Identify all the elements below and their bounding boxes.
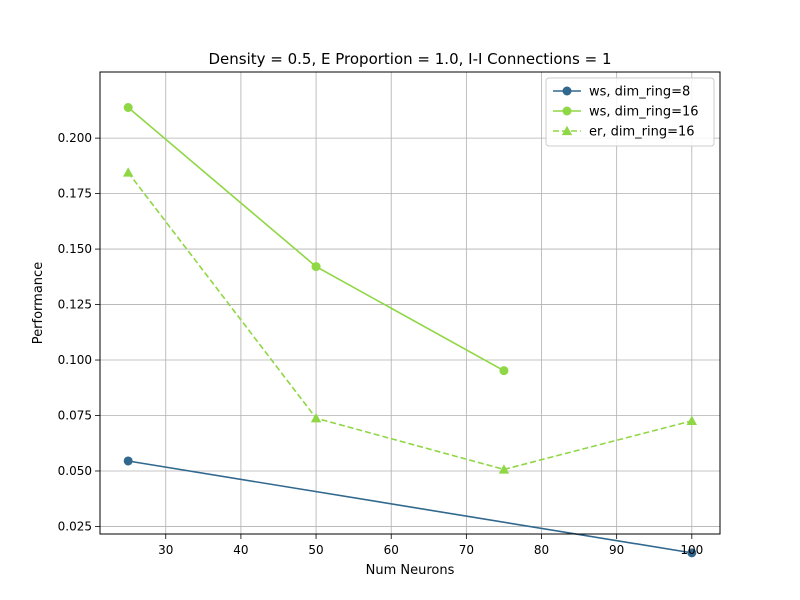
- grid-layer: [100, 72, 720, 534]
- y-tick-label: 0.075: [58, 409, 92, 423]
- y-tick-label: 0.150: [58, 242, 92, 256]
- data-point: [498, 464, 510, 474]
- chart-title: Density = 0.5, E Proportion = 1.0, I-I C…: [208, 50, 611, 68]
- y-tick-label: 0.100: [58, 353, 92, 367]
- series-2: [123, 103, 509, 376]
- y-tick-label: 0.175: [58, 187, 92, 201]
- legend: ws, dim_ring=8 ws, dim_ring=16 er, dim_rin…: [545, 77, 715, 147]
- legend-label: ws, dim_ring=16: [589, 105, 699, 120]
- legend-box: [545, 77, 715, 147]
- y-tick-label: 0.125: [58, 298, 92, 312]
- x-axis-label: Num Neurons: [366, 563, 455, 578]
- x-tick-label: 50: [308, 543, 323, 557]
- data-point: [122, 167, 134, 177]
- series-line: [127, 172, 693, 471]
- legend-swatch-marker: [562, 86, 572, 96]
- y-axis-label: Performance: [31, 262, 46, 344]
- x-tick-label: 100: [680, 543, 703, 557]
- x-tick-label: 90: [609, 543, 624, 557]
- data-point: [499, 366, 509, 376]
- y-tick-label: 0.025: [58, 519, 92, 533]
- series-3: [122, 167, 698, 474]
- x-tick-label: 80: [534, 543, 549, 557]
- legend-label: er, dim_ring=16: [589, 125, 695, 140]
- plot-frame: [99, 71, 721, 535]
- data-point: [311, 262, 321, 272]
- series-1: [123, 456, 697, 558]
- legend-swatch-marker: [561, 125, 573, 136]
- legend-swatch-marker: [562, 106, 572, 116]
- tick-layer: 30 40 50 60 70 80 90 100 0.025 0.050 0.075 0.100 0.1…: [58, 131, 704, 557]
- x-tick-label: 30: [158, 543, 173, 557]
- data-point: [686, 415, 698, 425]
- data-point: [687, 548, 697, 558]
- data-point: [123, 456, 133, 466]
- x-tick-label: 60: [384, 543, 399, 557]
- x-tick-label: 70: [459, 543, 474, 557]
- y-tick-label: 0.200: [58, 131, 92, 145]
- data-point: [310, 412, 322, 423]
- y-tick-label: 0.050: [58, 464, 92, 478]
- x-tick-label: 40: [233, 543, 248, 557]
- legend-label: ws, dim_ring=8: [589, 85, 690, 100]
- data-point: [123, 103, 133, 113]
- series-line: [128, 460, 692, 554]
- series-layer: [122, 103, 698, 558]
